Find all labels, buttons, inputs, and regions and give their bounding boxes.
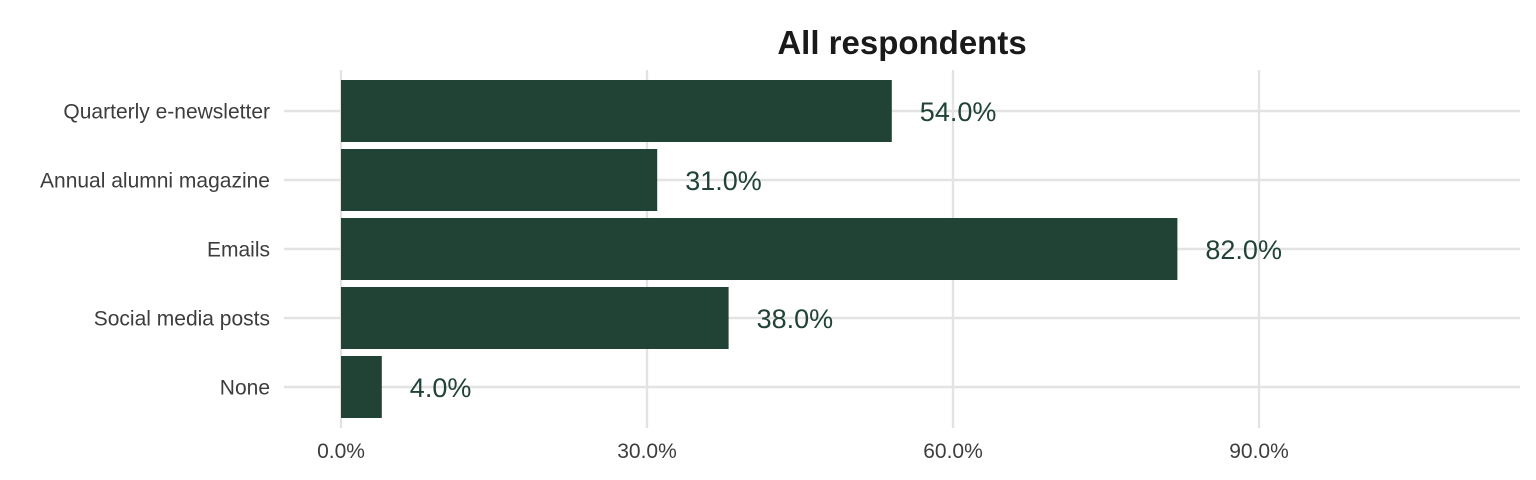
bar (341, 356, 382, 418)
data-label: 54.0% (920, 97, 997, 127)
labels: 0.0% 30.0% 60.0% 90.0% Quarterly e-newslette… (40, 97, 1289, 463)
bar (341, 149, 658, 211)
category-label: None (220, 377, 270, 400)
bar (341, 287, 729, 349)
data-label: 31.0% (685, 166, 762, 196)
category-label: Emails (207, 239, 270, 262)
chart-title: All respondents (777, 24, 1026, 61)
x-tick-label: 0.0% (317, 440, 365, 463)
data-label: 38.0% (757, 304, 834, 334)
data-label: 82.0% (1205, 235, 1282, 265)
x-tick-label: 90.0% (1229, 440, 1289, 463)
bars (341, 80, 1178, 418)
bar (341, 218, 1178, 280)
x-tick-label: 60.0% (923, 440, 983, 463)
category-label: Quarterly e-newsletter (63, 101, 270, 124)
category-label: Social media posts (94, 308, 270, 331)
data-label: 4.0% (410, 373, 472, 403)
bar (341, 80, 892, 142)
x-tick-label: 30.0% (617, 440, 677, 463)
category-label: Annual alumni magazine (40, 170, 270, 193)
